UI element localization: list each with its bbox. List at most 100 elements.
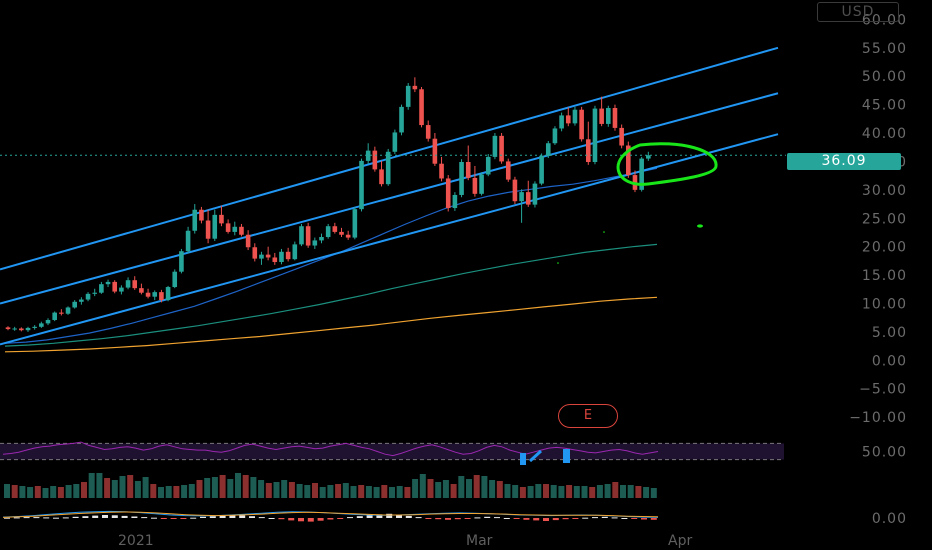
- candle-body: [479, 174, 484, 194]
- macd-histogram-bar: [190, 517, 197, 519]
- volume-bar: [442, 480, 449, 498]
- volume-bar: [550, 485, 557, 498]
- volume-bar: [134, 481, 141, 498]
- channel-line: [0, 133, 779, 346]
- candle-body: [272, 257, 278, 263]
- candle-body: [199, 209, 204, 221]
- candle-body: [112, 281, 118, 292]
- time-axis[interactable]: 2021 Mar Apr: [118, 533, 692, 549]
- volume-bar: [427, 479, 434, 498]
- volume-bar: [119, 476, 126, 498]
- volume-bar: [173, 486, 180, 498]
- volume-bar: [196, 480, 203, 498]
- price-tick-label: 40.00: [862, 126, 907, 142]
- macd-histogram-bar: [229, 515, 236, 518]
- macd-histogram-bar: [425, 518, 432, 519]
- candle-body: [39, 323, 44, 327]
- macd-histogram-bar: [484, 516, 491, 518]
- price-axis[interactable]: 60.0055.0050.0045.0040.0035.0030.0025.00…: [849, 12, 907, 426]
- candle-body: [512, 179, 518, 202]
- volume-bar: [258, 480, 265, 498]
- macd-histogram-bar: [641, 518, 647, 520]
- candle-body: [405, 85, 411, 107]
- candle-body: [105, 281, 111, 285]
- volume-bar: [481, 476, 488, 498]
- x-tick-label: Apr: [668, 533, 692, 549]
- macd-histogram-bar: [582, 517, 589, 519]
- macd-histogram-bar: [376, 514, 383, 518]
- volume-bar: [42, 488, 49, 498]
- macd-histogram-bar: [121, 515, 128, 518]
- candle-body: [332, 226, 338, 232]
- candle-body: [626, 145, 631, 176]
- volume-bar: [88, 473, 95, 498]
- macd-histogram-bar: [180, 518, 187, 519]
- currency-selector[interactable]: USD: [817, 2, 899, 22]
- candle-body: [145, 292, 151, 297]
- macd-histogram-bar: [72, 516, 79, 518]
- macd-histogram-bar: [494, 517, 500, 519]
- volume-bar: [365, 486, 372, 498]
- annotation-circle[interactable]: [616, 142, 718, 186]
- candle-body: [212, 214, 218, 239]
- volume-bar: [496, 481, 503, 498]
- candle-body: [572, 109, 578, 124]
- volume-bar: [327, 485, 334, 498]
- volume-bar: [396, 486, 403, 498]
- candle-body: [5, 327, 11, 330]
- macd-histogram-bar: [601, 516, 608, 518]
- macd-histogram-bar: [464, 518, 471, 519]
- candle-body: [505, 161, 511, 180]
- volume-bar: [304, 485, 311, 498]
- candle-body: [12, 328, 17, 330]
- earnings-marker[interactable]: E: [558, 404, 618, 428]
- macd-histogram-bar: [454, 518, 461, 520]
- candle-body: [45, 319, 51, 324]
- macd-histogram-bar: [415, 517, 422, 519]
- volume-bar: [450, 484, 457, 498]
- candle-body: [606, 108, 611, 124]
- volume-bar: [96, 473, 103, 498]
- macd-histogram-bar: [474, 517, 481, 519]
- macd-histogram-bar: [552, 518, 559, 521]
- price-tick-label: 55.00: [862, 41, 907, 57]
- macd-histogram-bar: [288, 518, 295, 521]
- price-tick-label: 45.00: [862, 98, 907, 114]
- macd-tick-label: 0.00: [872, 511, 907, 527]
- macd-histogram-bar: [268, 518, 275, 519]
- volume-bar: [296, 484, 303, 498]
- volume-bar: [281, 480, 288, 498]
- volume-bar: [489, 480, 496, 498]
- candle-body: [245, 234, 251, 248]
- candle-body: [545, 143, 551, 156]
- volume-bar: [34, 486, 41, 498]
- macd-histogram-bar: [298, 518, 304, 522]
- candle-body: [85, 293, 91, 300]
- macd-histogram-bar: [396, 514, 402, 518]
- volume-bar: [519, 487, 526, 498]
- macd-histogram-bar: [307, 518, 314, 522]
- macd-histogram-bar: [356, 516, 363, 518]
- candle-body: [499, 135, 504, 162]
- candle-body: [585, 139, 591, 163]
- macd-histogram-bar: [4, 517, 10, 519]
- volume-bar: [350, 486, 357, 498]
- macd-histogram-bar: [102, 515, 108, 518]
- candle-body: [359, 160, 364, 210]
- candle-body: [472, 177, 478, 194]
- volume-bar: [219, 475, 226, 498]
- volume-bar: [604, 484, 611, 498]
- candle-body: [425, 125, 431, 139]
- price-tick-label: 25.00: [862, 211, 907, 227]
- volume-bar: [19, 486, 26, 498]
- macd-histogram-bar: [170, 518, 177, 519]
- macd-histogram-bar: [160, 518, 167, 519]
- macd-histogram-bar: [366, 515, 373, 518]
- candle-body: [279, 251, 284, 263]
- volume-bar: [389, 487, 395, 498]
- candle-body: [445, 178, 451, 209]
- candle-body: [152, 292, 158, 297]
- macd-histogram-bar: [13, 517, 20, 519]
